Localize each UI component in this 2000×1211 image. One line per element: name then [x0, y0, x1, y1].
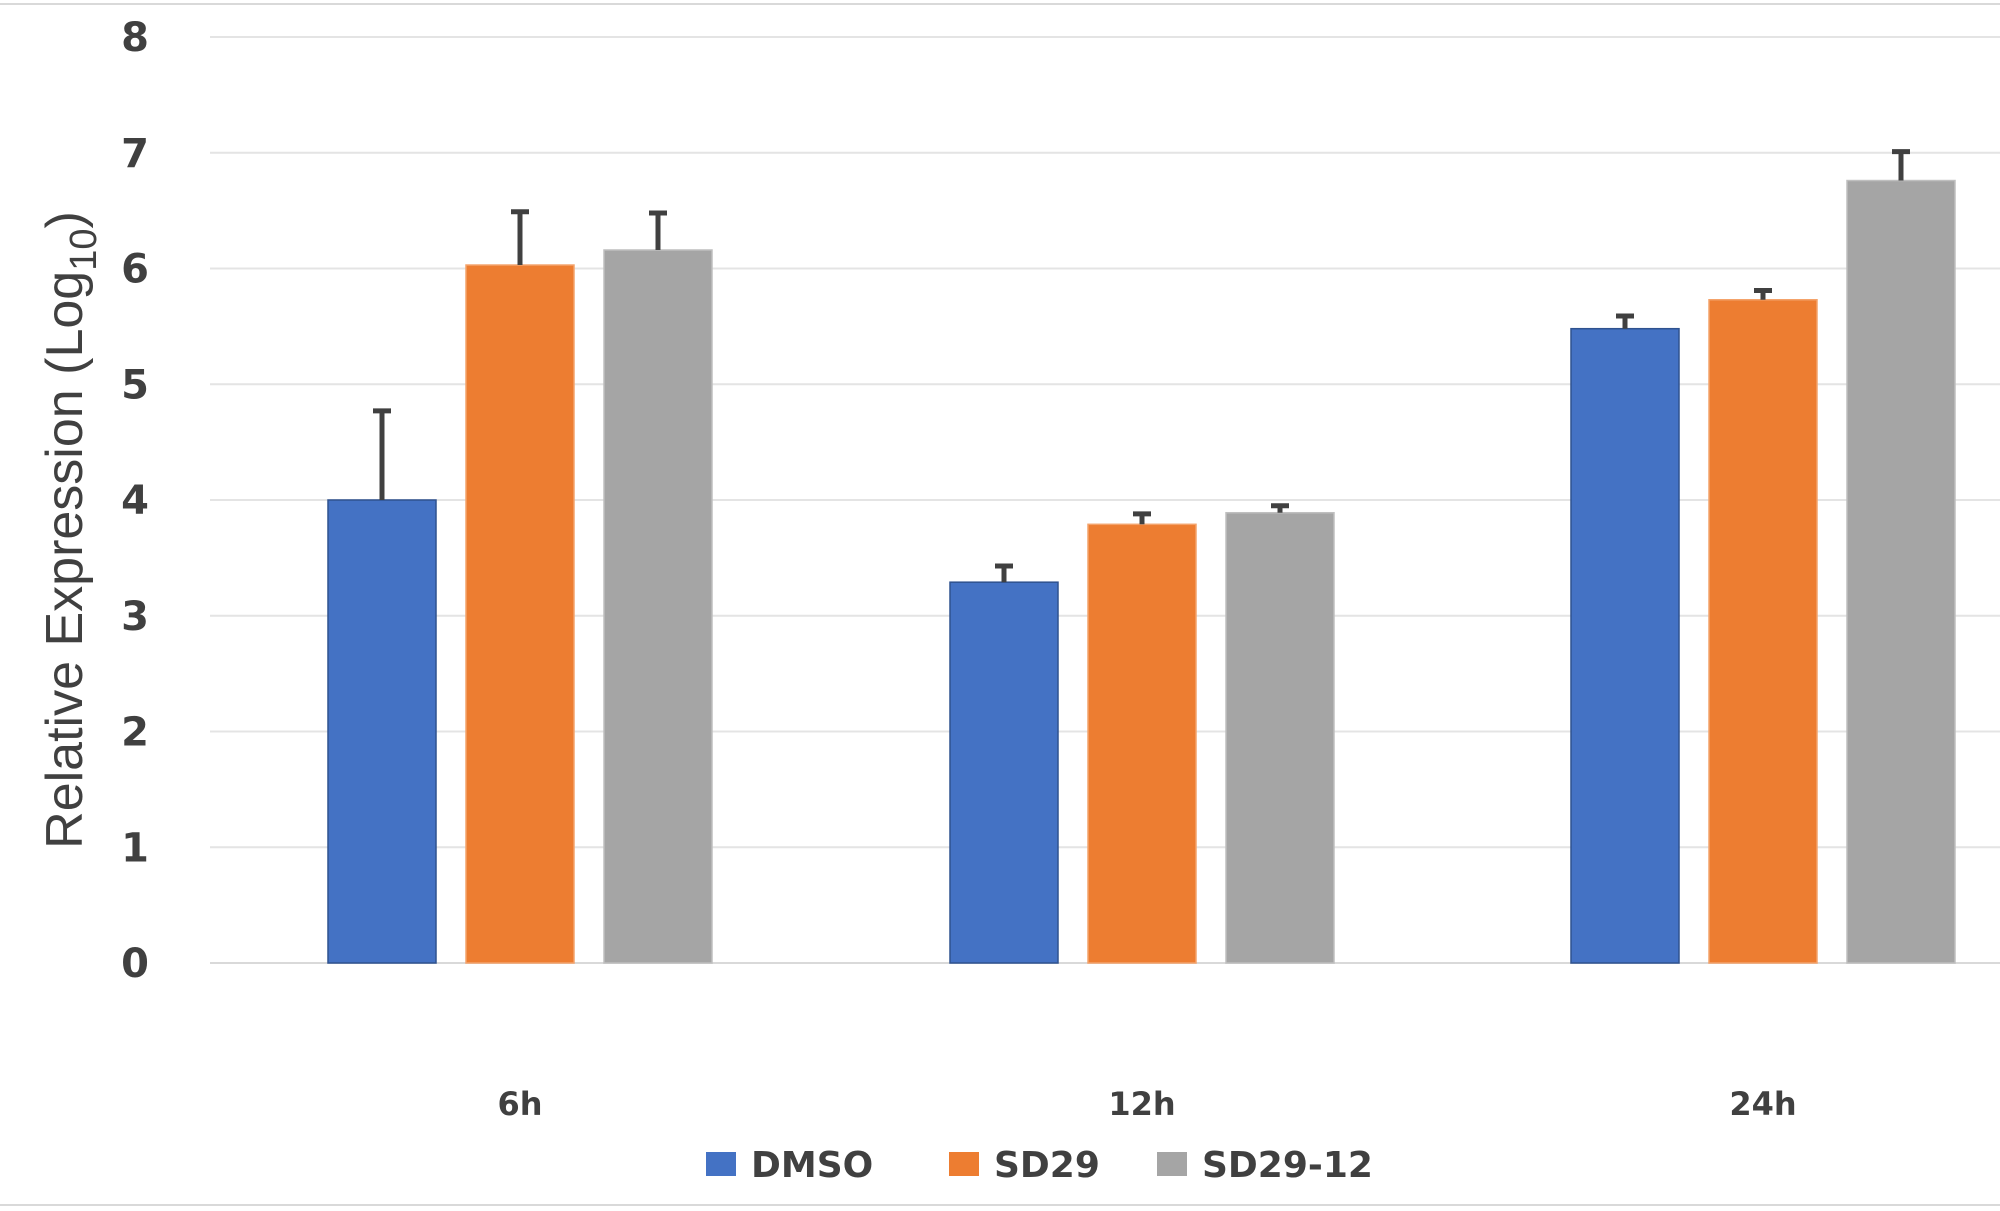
y-tick-label: 3 — [121, 594, 149, 640]
legend-label: DMSO — [751, 1145, 873, 1186]
y-tick-label: 4 — [121, 478, 149, 524]
legend-swatch-sd29-12 — [1157, 1152, 1187, 1176]
bar-sd29-12-24h — [1846, 179, 1956, 964]
bar-sd29-12-6h — [603, 249, 713, 964]
legend-label: SD29 — [994, 1145, 1100, 1186]
bar-dmso-12h — [949, 581, 1059, 964]
bars — [327, 149, 1956, 964]
legend-swatch-dmso — [706, 1152, 736, 1176]
x-axis-categories: 6h 12h 24h — [497, 1085, 1796, 1123]
y-tick-label: 2 — [121, 710, 149, 756]
y-axis-label: Relative Expression (Log10) — [36, 211, 105, 849]
y-tick-label: 5 — [121, 362, 149, 408]
x-category-label: 12h — [1108, 1085, 1175, 1123]
bar-sd29-6h — [465, 264, 575, 964]
y-tick-label: 7 — [121, 131, 149, 177]
bar-sd29-12h — [1087, 523, 1197, 964]
y-tick-label: 0 — [121, 941, 149, 987]
y-tick-label: 1 — [121, 825, 149, 871]
bar-sd29-24h — [1708, 299, 1818, 964]
bar-dmso-24h — [1570, 327, 1680, 964]
y-tick-label: 6 — [121, 247, 149, 293]
legend-swatch-sd29 — [949, 1152, 979, 1176]
y-tick-label: 8 — [121, 15, 149, 61]
legend: DMSO SD29 SD29-12 — [706, 1145, 1373, 1186]
y-axis-ticks: 0 1 2 3 4 5 6 7 8 — [121, 15, 149, 987]
bar-sd29-12-12h — [1225, 511, 1335, 964]
bar-dmso-6h — [327, 499, 437, 964]
legend-label: SD29-12 — [1202, 1145, 1373, 1186]
y-axis-label-subscript: 10 — [63, 228, 105, 270]
x-category-label: 24h — [1729, 1085, 1796, 1123]
x-category-label: 6h — [497, 1085, 542, 1123]
